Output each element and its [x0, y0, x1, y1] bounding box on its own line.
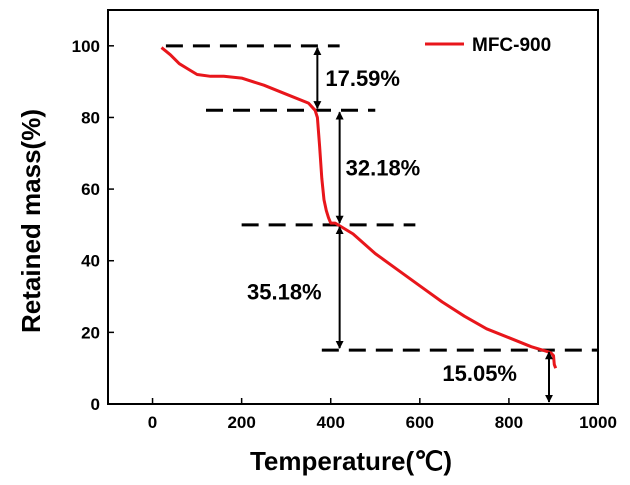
annotation-arrows: 17.59% 32.18% 35.18% 15.05% [247, 47, 553, 403]
y-tick-label: 40 [81, 252, 100, 271]
mass-loss-label: 35.18% [247, 280, 322, 305]
x-tick-label: 200 [227, 413, 255, 432]
legend: MFC-900 [425, 35, 551, 56]
x-tick-label: 600 [406, 413, 434, 432]
y-tick-label: 0 [91, 395, 100, 414]
mass-loss-label: 15.05% [442, 361, 517, 386]
y-tick-label: 60 [81, 180, 100, 199]
x-tick-label: 400 [317, 413, 345, 432]
reference-lines [165, 44, 598, 352]
x-tick-label: 1000 [579, 413, 617, 432]
y-axis-title: Retained mass(%) [16, 109, 46, 333]
x-tick-label: 0 [148, 413, 157, 432]
axis-ticks: 0 200 400 600 800 1000 0 20 40 60 80 100 [72, 37, 617, 432]
mass-loss-label: 17.59% [325, 66, 400, 91]
y-tick-label: 20 [81, 323, 100, 342]
series-line [160, 46, 558, 369]
legend-label: MFC-900 [472, 35, 551, 56]
plot-border [107, 9, 599, 405]
y-tick-label: 100 [72, 37, 100, 56]
x-tick-label: 800 [495, 413, 523, 432]
series-group [160, 46, 558, 369]
y-tick-label: 80 [81, 108, 100, 127]
plot-frame [107, 9, 599, 405]
mass-loss-label: 32.18% [346, 156, 421, 181]
x-axis-title: Temperature(℃) [250, 446, 452, 476]
